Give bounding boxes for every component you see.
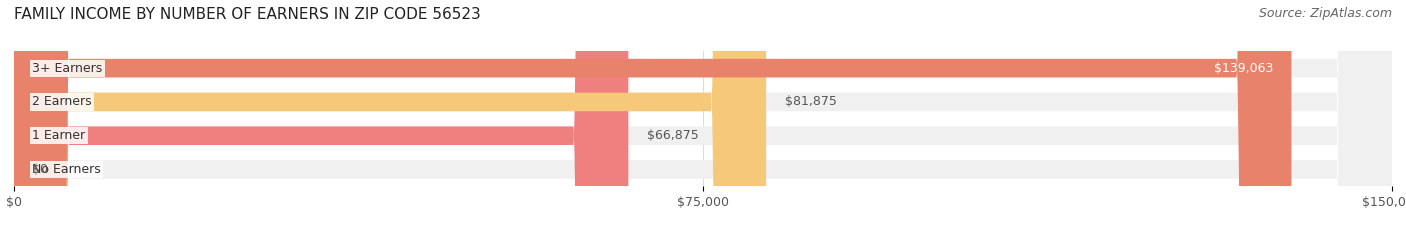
Text: $0: $0 (32, 163, 48, 176)
Text: $66,875: $66,875 (647, 129, 699, 142)
FancyBboxPatch shape (14, 0, 766, 233)
FancyBboxPatch shape (14, 0, 1292, 233)
Text: FAMILY INCOME BY NUMBER OF EARNERS IN ZIP CODE 56523: FAMILY INCOME BY NUMBER OF EARNERS IN ZI… (14, 7, 481, 22)
FancyBboxPatch shape (14, 0, 1392, 233)
Text: $139,063: $139,063 (1213, 62, 1272, 75)
FancyBboxPatch shape (14, 0, 1392, 233)
FancyBboxPatch shape (14, 0, 628, 233)
Text: $81,875: $81,875 (785, 96, 837, 108)
Text: 1 Earner: 1 Earner (32, 129, 86, 142)
FancyBboxPatch shape (14, 0, 1392, 233)
Text: 2 Earners: 2 Earners (32, 96, 91, 108)
Text: No Earners: No Earners (32, 163, 101, 176)
FancyBboxPatch shape (14, 0, 1392, 233)
Text: 3+ Earners: 3+ Earners (32, 62, 103, 75)
Text: Source: ZipAtlas.com: Source: ZipAtlas.com (1258, 7, 1392, 20)
